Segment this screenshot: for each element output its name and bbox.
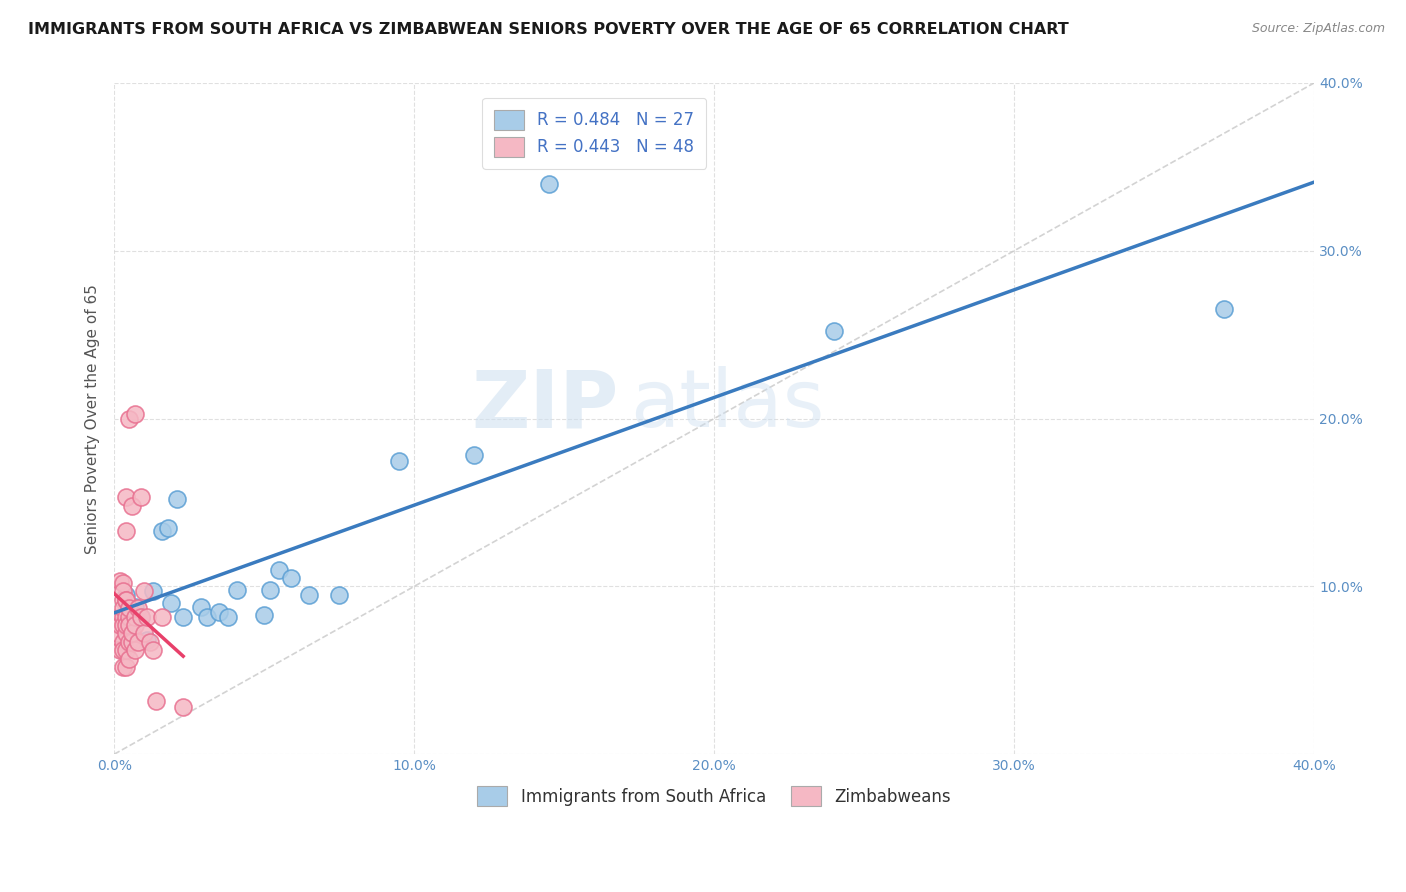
Point	[118, 651, 141, 665]
Point	[115, 626, 138, 640]
Point	[121, 499, 143, 513]
Point	[823, 324, 845, 338]
Text: IMMIGRANTS FROM SOUTH AFRICA VS ZIMBABWEAN SENIORS POVERTY OVER THE AGE OF 65 CO: IMMIGRANTS FROM SOUTH AFRICA VS ZIMBABWE…	[28, 22, 1069, 37]
Point	[112, 592, 135, 607]
Point	[115, 618, 138, 632]
Point	[115, 491, 138, 505]
Point	[121, 626, 143, 640]
Point	[136, 633, 159, 648]
Point	[112, 584, 135, 599]
Point	[115, 643, 138, 657]
Point	[166, 492, 188, 507]
Point	[112, 643, 135, 657]
Point	[142, 584, 165, 599]
Point	[118, 411, 141, 425]
Point	[259, 582, 281, 597]
Point	[298, 588, 321, 602]
Point	[118, 601, 141, 615]
Point	[112, 601, 135, 615]
Point	[124, 407, 146, 421]
Point	[115, 609, 138, 624]
Point	[115, 592, 138, 607]
Point	[115, 660, 138, 674]
Point	[127, 601, 149, 615]
Y-axis label: Seniors Poverty Over the Age of 65: Seniors Poverty Over the Age of 65	[86, 284, 100, 554]
Point	[108, 609, 131, 624]
Legend: Immigrants from South Africa, Zimbabweans: Immigrants from South Africa, Zimbabwean…	[471, 780, 957, 813]
Point	[190, 599, 212, 614]
Point	[269, 563, 291, 577]
Point	[115, 588, 138, 602]
Point	[112, 576, 135, 591]
Point	[112, 660, 135, 674]
Point	[1213, 302, 1236, 317]
Point	[129, 609, 152, 624]
Point	[145, 693, 167, 707]
Point	[195, 609, 218, 624]
Point	[388, 453, 411, 467]
Point	[108, 618, 131, 632]
Point	[124, 599, 146, 614]
Point	[538, 177, 561, 191]
Point	[129, 491, 152, 505]
Text: ZIP: ZIP	[471, 366, 619, 444]
Point	[328, 588, 350, 602]
Point	[118, 609, 141, 624]
Point	[112, 618, 135, 632]
Point	[115, 524, 138, 538]
Point	[160, 596, 183, 610]
Point	[124, 609, 146, 624]
Point	[108, 643, 131, 657]
Point	[157, 521, 180, 535]
Point	[105, 626, 128, 640]
Point	[134, 626, 156, 640]
Point	[136, 609, 159, 624]
Point	[112, 609, 135, 624]
Point	[108, 574, 131, 589]
Point	[115, 592, 138, 607]
Point	[118, 618, 141, 632]
Point	[124, 643, 146, 657]
Point	[129, 609, 152, 624]
Point	[121, 634, 143, 648]
Text: Source: ZipAtlas.com: Source: ZipAtlas.com	[1251, 22, 1385, 36]
Point	[134, 584, 156, 599]
Point	[121, 616, 143, 631]
Point	[217, 609, 239, 624]
Point	[139, 634, 162, 648]
Point	[142, 643, 165, 657]
Point	[172, 609, 194, 624]
Text: atlas: atlas	[630, 366, 824, 444]
Point	[118, 634, 141, 648]
Point	[208, 605, 231, 619]
Point	[124, 618, 146, 632]
Point	[226, 582, 249, 597]
Point	[112, 634, 135, 648]
Point	[253, 607, 276, 622]
Point	[172, 700, 194, 714]
Point	[150, 524, 173, 538]
Point	[280, 571, 302, 585]
Point	[463, 449, 485, 463]
Point	[150, 609, 173, 624]
Point	[127, 634, 149, 648]
